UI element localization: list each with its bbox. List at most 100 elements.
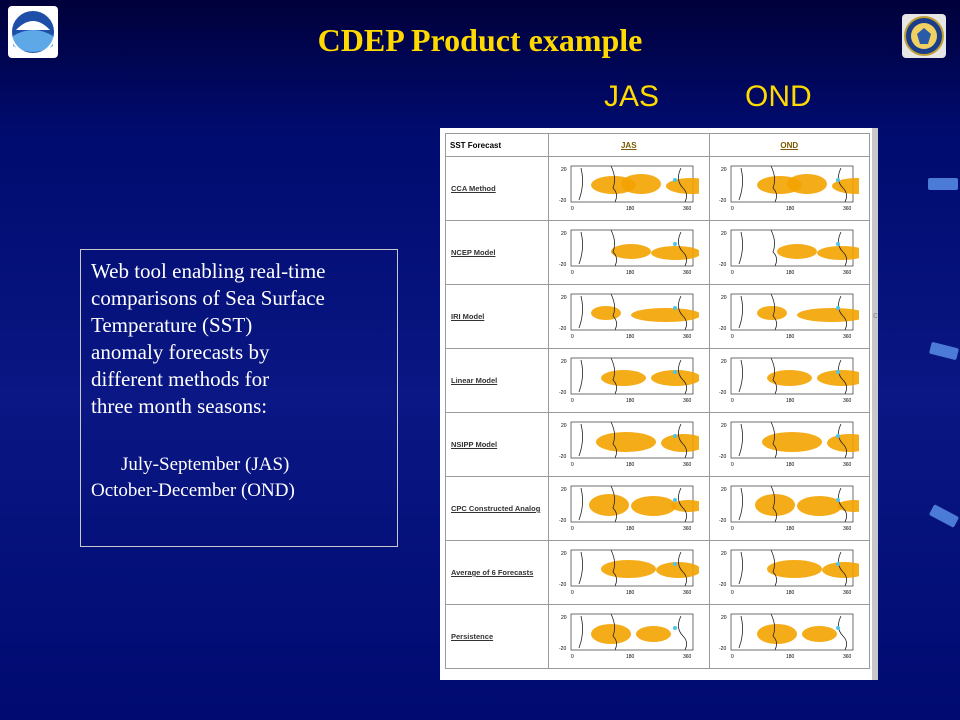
map-axis-x-left: 0 bbox=[571, 270, 574, 276]
map-axis-x-right: 360 bbox=[683, 334, 692, 340]
map-axis-x-right: 360 bbox=[683, 398, 692, 404]
decorative-mark bbox=[928, 504, 960, 528]
ond-map: 20 -20 0 180 360 bbox=[708, 348, 870, 413]
map-axis-x-mid: 180 bbox=[626, 270, 635, 276]
ond-map: 20 -20 0 180 360 bbox=[708, 476, 870, 541]
map-axis-x-mid: 180 bbox=[626, 398, 635, 404]
ond-map: 20 -20 0 180 360 bbox=[708, 604, 870, 669]
table-row: IRI Model 20 -20 0 180 360 bbox=[445, 284, 870, 349]
map-axis-x-left: 0 bbox=[571, 462, 574, 468]
map-axis-x-mid: 180 bbox=[626, 206, 635, 212]
map-axis-x-mid: 180 bbox=[786, 270, 795, 276]
edge-artifact: c bbox=[873, 310, 878, 320]
ond-map: 20 -20 0 180 360 bbox=[708, 284, 870, 349]
map-axis-x-left: 0 bbox=[571, 334, 574, 340]
jas-map: 20 -20 0 180 360 bbox=[548, 604, 710, 669]
decorative-mark bbox=[928, 341, 960, 361]
map-axis-x-right: 360 bbox=[843, 334, 852, 340]
map-axis-y-bottom: -20 bbox=[719, 326, 726, 332]
map-axis-y-top: 20 bbox=[561, 615, 567, 621]
map-axis-x-left: 0 bbox=[571, 206, 574, 212]
map-axis-y-bottom: -20 bbox=[719, 198, 726, 204]
map-axis-y-bottom: -20 bbox=[559, 390, 566, 396]
map-axis-x-mid: 180 bbox=[786, 206, 795, 212]
method-link[interactable]: Average of 6 Forecasts bbox=[445, 540, 549, 605]
map-axis-x-mid: 180 bbox=[786, 398, 795, 404]
slide-title: CDEP Product example bbox=[317, 22, 643, 58]
description-box: Web tool enabling real-time comparisons … bbox=[80, 249, 398, 547]
map-axis-y-bottom: -20 bbox=[559, 582, 566, 588]
table-row: CCA Method 20 -20 0 180 360 bbox=[445, 156, 870, 221]
map-axis-y-top: 20 bbox=[561, 359, 567, 365]
map-axis-x-mid: 180 bbox=[786, 590, 795, 596]
description-line: Temperature (SST) bbox=[91, 313, 253, 337]
map-axis-y-top: 20 bbox=[561, 167, 567, 173]
method-link[interactable]: Linear Model bbox=[445, 348, 549, 413]
map-axis-y-top: 20 bbox=[721, 551, 727, 557]
method-link[interactable]: NSIPP Model bbox=[445, 412, 549, 477]
map-axis-x-left: 0 bbox=[571, 398, 574, 404]
map-axis-x-left: 0 bbox=[731, 654, 734, 660]
seasons-list: July-September (JAS) October-December (O… bbox=[91, 452, 397, 504]
map-axis-y-bottom: -20 bbox=[719, 646, 726, 652]
map-axis-x-mid: 180 bbox=[626, 654, 635, 660]
map-axis-x-right: 360 bbox=[683, 462, 692, 468]
map-axis-x-right: 360 bbox=[683, 654, 692, 660]
jas-map: 20 -20 0 180 360 bbox=[548, 156, 710, 221]
map-axis-y-top: 20 bbox=[561, 487, 567, 493]
map-axis-x-right: 360 bbox=[683, 206, 692, 212]
map-axis-y-top: 20 bbox=[721, 423, 727, 429]
jas-map: 20 -20 0 180 360 bbox=[548, 284, 710, 349]
method-link[interactable]: CCA Method bbox=[445, 156, 549, 221]
method-link[interactable]: IRI Model bbox=[445, 284, 549, 349]
map-axis-x-left: 0 bbox=[571, 526, 574, 532]
map-axis-y-bottom: -20 bbox=[559, 518, 566, 524]
season-header-jas: JAS bbox=[604, 80, 660, 113]
column-header-ond[interactable]: OND bbox=[708, 133, 870, 157]
column-header-jas[interactable]: JAS bbox=[548, 133, 710, 157]
map-axis-x-left: 0 bbox=[731, 398, 734, 404]
map-axis-x-mid: 180 bbox=[786, 526, 795, 532]
map-axis-x-mid: 180 bbox=[626, 526, 635, 532]
ond-map: 20 -20 0 180 360 bbox=[708, 540, 870, 605]
map-axis-x-mid: 180 bbox=[626, 462, 635, 468]
map-axis-y-bottom: -20 bbox=[559, 326, 566, 332]
ond-map: 20 -20 0 180 360 bbox=[708, 156, 870, 221]
map-axis-x-left: 0 bbox=[571, 590, 574, 596]
map-axis-x-left: 0 bbox=[731, 462, 734, 468]
map-axis-y-bottom: -20 bbox=[559, 262, 566, 268]
description-line: three month seasons: bbox=[91, 394, 268, 418]
commerce-department-seal bbox=[902, 14, 946, 58]
method-link[interactable]: Persistence bbox=[445, 604, 549, 669]
map-axis-x-left: 0 bbox=[571, 654, 574, 660]
map-axis-x-mid: 180 bbox=[626, 334, 635, 340]
map-axis-y-top: 20 bbox=[561, 551, 567, 557]
map-axis-y-bottom: -20 bbox=[719, 390, 726, 396]
table-corner-label: SST Forecast bbox=[445, 133, 549, 157]
season-ond-text: October-December (OND) bbox=[91, 480, 295, 501]
map-axis-x-right: 360 bbox=[843, 654, 852, 660]
map-axis-x-right: 360 bbox=[843, 398, 852, 404]
table-row: Linear Model 20 -20 0 180 360 bbox=[445, 348, 870, 413]
map-axis-y-top: 20 bbox=[721, 487, 727, 493]
sst-forecast-table: SST Forecast JAS OND CCA Method 20 -20 0… bbox=[445, 133, 870, 669]
map-axis-x-right: 360 bbox=[843, 526, 852, 532]
map-axis-y-top: 20 bbox=[561, 295, 567, 301]
map-axis-y-top: 20 bbox=[721, 167, 727, 173]
jas-map: 20 -20 0 180 360 bbox=[548, 540, 710, 605]
description-line: different methods for bbox=[91, 367, 270, 391]
method-link[interactable]: CPC Constructed Analog bbox=[445, 476, 549, 541]
map-axis-x-right: 360 bbox=[843, 206, 852, 212]
method-link[interactable]: NCEP Model bbox=[445, 220, 549, 285]
description-line: Web tool enabling real-time bbox=[91, 259, 326, 283]
map-axis-x-left: 0 bbox=[731, 526, 734, 532]
description-line: comparisons of Sea Surface bbox=[91, 286, 325, 310]
map-axis-y-top: 20 bbox=[721, 231, 727, 237]
map-axis-x-right: 360 bbox=[843, 270, 852, 276]
table-row: CPC Constructed Analog 20 -20 0 180 360 bbox=[445, 476, 870, 541]
season-header-ond: OND bbox=[745, 80, 812, 113]
jas-map: 20 -20 0 180 360 bbox=[548, 348, 710, 413]
table-row: NSIPP Model 20 -20 0 180 360 bbox=[445, 412, 870, 477]
season-jas-text: July-September (JAS) bbox=[121, 454, 290, 475]
jas-map: 20 -20 0 180 360 bbox=[548, 220, 710, 285]
